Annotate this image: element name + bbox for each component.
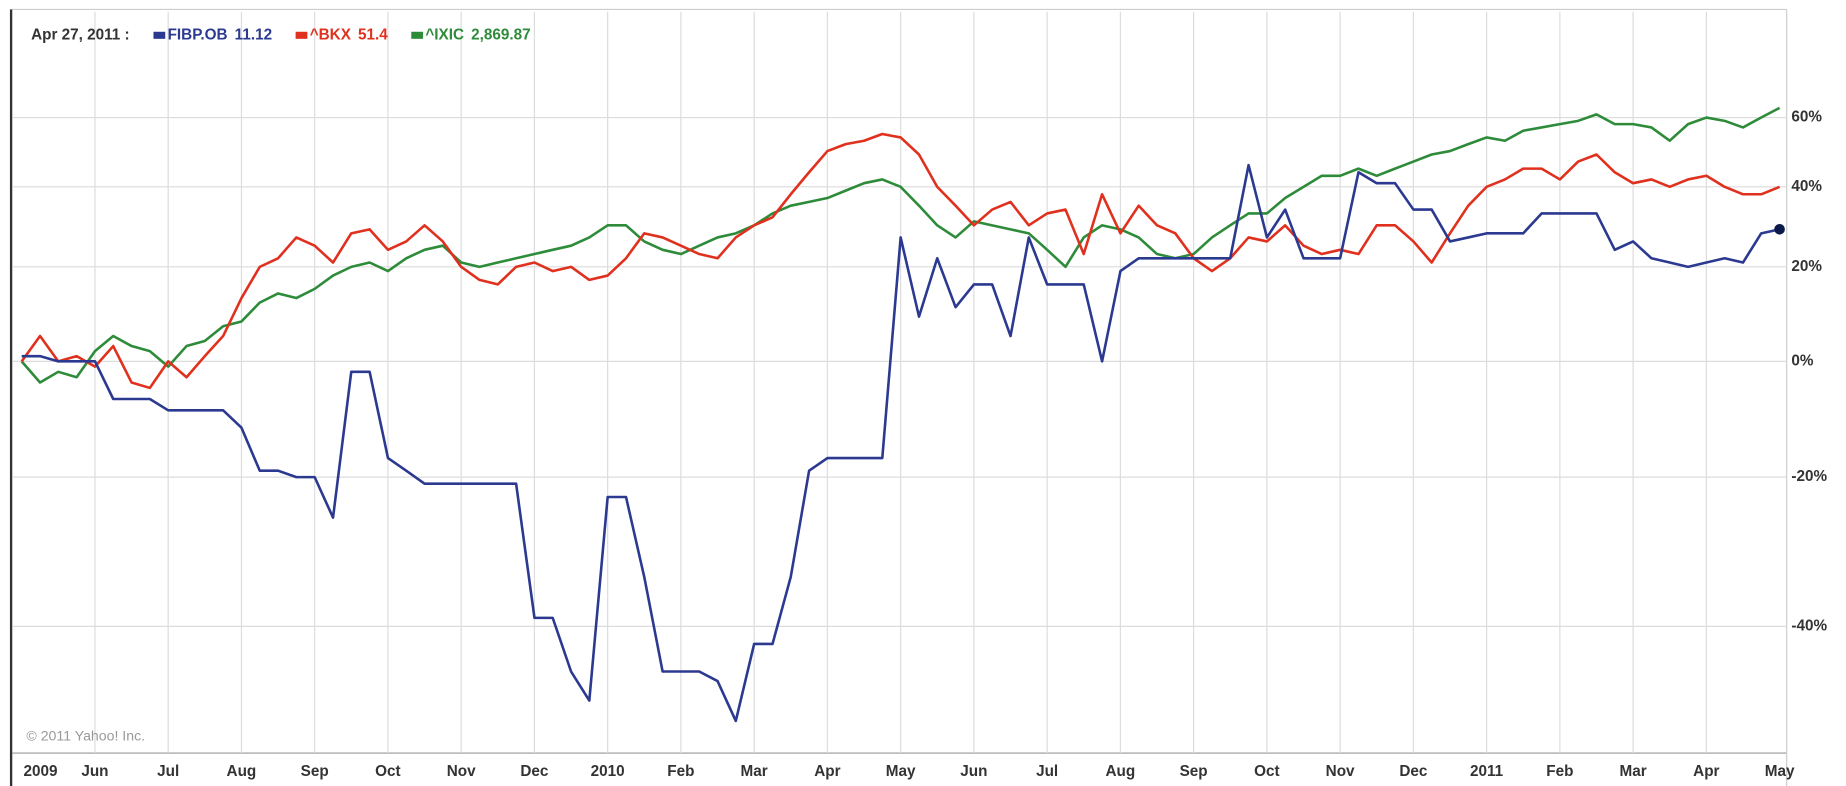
lines (20, 106, 1785, 723)
legend-quote: 11.12 (235, 26, 272, 43)
current-point (1774, 224, 1785, 235)
legend-date: Apr 27, 2011 : (31, 26, 130, 43)
y-tick-label: 20% (1791, 258, 1822, 275)
y-tick-label: 0% (1791, 352, 1813, 369)
x-tick-label: 2011 (1470, 763, 1504, 780)
x-tick-label: May (1765, 763, 1795, 780)
legend-name: ^BKX (310, 26, 352, 43)
x-tick-label: Mar (741, 763, 768, 780)
x-tick-label: Mar (1620, 763, 1647, 780)
legend-entry: ^BKX 51.4 (310, 26, 389, 43)
x-tick-label: Oct (375, 763, 400, 780)
legend-swatch (411, 31, 424, 39)
legend-name: ^IXIC (425, 26, 464, 43)
x-tick-label: Aug (1106, 763, 1136, 780)
x-tick-label: 2009 (24, 763, 58, 780)
x-tick-label: Jun (81, 763, 108, 780)
x-tick-label: May (886, 763, 916, 780)
y-tick-label: 40% (1791, 178, 1822, 195)
x-tick-label: Jul (157, 763, 179, 780)
x-tick-label: 2010 (591, 763, 625, 780)
x-tick-label: Apr (814, 763, 840, 780)
y-tick-label: -40% (1791, 617, 1827, 634)
x-tick-label: Nov (1326, 763, 1355, 780)
legend-swatch (295, 31, 308, 39)
x-tick-label: Nov (447, 763, 476, 780)
x-tick-label: Feb (1546, 763, 1573, 780)
series-line (21, 163, 1780, 723)
legend-name: FIBP.OB (168, 26, 228, 43)
labels: -40% -20% 0% 20% 40% 60% 2009 Jun Jul Aug Sep Oct No… (24, 109, 1828, 780)
x-tick-label: Dec (520, 763, 549, 780)
legend-quote: 51.4 (358, 26, 388, 43)
series-line (20, 106, 1781, 384)
series-line (20, 132, 1781, 390)
y-tick-label: 60% (1791, 109, 1822, 126)
legend-swatch (153, 31, 166, 39)
y-tick-label: -20% (1791, 468, 1827, 485)
credit: © 2011 Yahoo! Inc. (26, 727, 145, 743)
x-tick-label: Feb (667, 763, 694, 780)
x-tick-label: Sep (301, 763, 329, 780)
x-tick-label: Sep (1180, 763, 1208, 780)
legend-entry: ^IXIC 2,869.87 (425, 26, 530, 43)
x-tick-label: Jun (960, 763, 987, 780)
x-tick-label: Aug (227, 763, 257, 780)
legend-quote: 2,869.87 (471, 26, 530, 43)
x-tick-label: Oct (1254, 763, 1279, 780)
x-tick-label: Jul (1036, 763, 1058, 780)
x-tick-label: Dec (1399, 763, 1428, 780)
x-tick-label: Apr (1693, 763, 1719, 780)
plot-area (12, 9, 1787, 754)
legend-entry: FIBP.OB 11.12 (168, 26, 272, 43)
